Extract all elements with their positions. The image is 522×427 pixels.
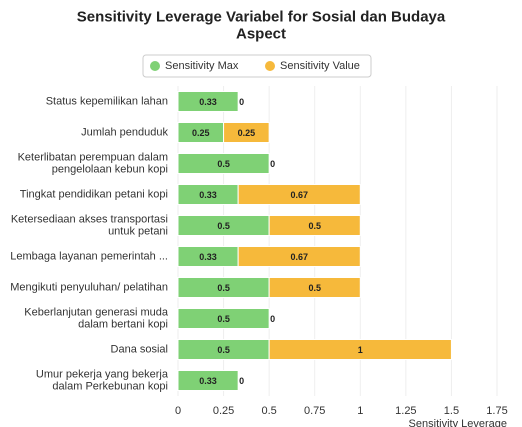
bar-segment [268, 339, 452, 360]
data-label: 0.67 [290, 190, 308, 200]
x-tick-label: 0 [175, 405, 181, 417]
y-tick-label: Status kepemilikan lahan [46, 95, 168, 107]
data-label: 0.5 [217, 159, 230, 169]
data-label: 0.5 [308, 283, 321, 293]
legend-label: Sensitivity Max [165, 60, 239, 72]
data-label: 0.25 [192, 128, 210, 138]
legend-box [142, 54, 372, 78]
data-label: 0.33 [199, 97, 217, 107]
data-label: 0.5 [217, 345, 230, 355]
data-label: 0 [239, 376, 244, 386]
bar-segment [177, 153, 270, 174]
data-label: 0.5 [217, 314, 230, 324]
x-axis-title: Sensitivity Leverage [409, 418, 507, 427]
y-tick-label: Jumlah penduduk [81, 126, 168, 138]
data-label: 0 [270, 159, 275, 169]
chart-title: Sensitivity Leverage Variabel for Sosial… [77, 8, 446, 42]
x-tick-label: 1.75 [486, 405, 507, 417]
bar-segment [268, 215, 361, 236]
data-label: 0.25 [238, 128, 256, 138]
data-label: 0.33 [199, 376, 217, 386]
y-tick-label: Keberlanjutan generasi muda dalam bertani… [24, 306, 169, 330]
data-label: 0 [239, 97, 244, 107]
data-label: 1 [358, 345, 363, 355]
bar-segment [177, 308, 270, 329]
y-tick-label: Lembaga layanan pemerintah ... [10, 250, 168, 262]
y-tick-label: Umur pekerja yang bekerja dalam Perkebuna… [36, 368, 169, 392]
x-tick-label: 0.25 [213, 405, 234, 417]
x-tick-label: 0.75 [304, 405, 325, 417]
legend-swatch [150, 61, 160, 71]
data-label: 0 [270, 314, 275, 324]
data-label: 0.5 [217, 221, 230, 231]
data-label: 0.33 [199, 190, 217, 200]
y-tick-label: Ketersediaan akses transportasi untuk pet… [11, 213, 168, 237]
y-tick-label: Dana sosial [111, 343, 168, 355]
bar-segment [268, 277, 361, 298]
y-tick-label: Mengikuti penyuluhan/ pelatihan [10, 281, 168, 293]
legend-swatch [265, 61, 275, 71]
x-tick-label: 1 [357, 405, 363, 417]
data-label: 0.5 [217, 283, 230, 293]
y-tick-label: Keterlibatan perempuan dalam pengelolaan … [18, 151, 168, 175]
x-tick-label: 0.5 [261, 405, 276, 417]
bar-segment [237, 246, 361, 267]
x-tick-label: 1.25 [395, 405, 416, 417]
data-label: 0.67 [290, 252, 308, 262]
bar-segment [177, 91, 239, 112]
data-label: 0.33 [199, 252, 217, 262]
bar-segment [237, 184, 361, 205]
x-tick-label: 1.5 [444, 405, 459, 417]
bar-segment [223, 122, 270, 143]
bar-segment [177, 370, 239, 391]
y-tick-label: Tingkat pendidikan petani kopi [20, 188, 168, 200]
legend-label: Sensitivity Value [280, 60, 360, 72]
data-label: 0.5 [308, 221, 321, 231]
